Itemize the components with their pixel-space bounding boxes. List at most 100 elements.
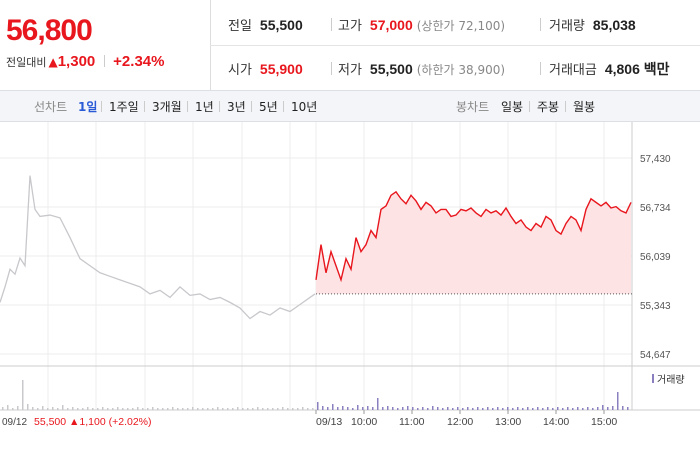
x-tick-label: 15:00 (591, 416, 617, 428)
stat-open: 시가 55,900 (228, 59, 303, 78)
volume-bar (347, 407, 349, 410)
volume-bar (67, 408, 69, 410)
change-value: 1,300 (57, 53, 96, 70)
volume-bar (152, 407, 154, 410)
volume-bar (22, 380, 24, 410)
chart-toolbar: 선차트 1일 1주일 3개월 1년 3년 5년 10년 봉차트 일봉 주봉 월봉 (0, 90, 700, 122)
tab-5year[interactable]: 5년 (259, 100, 278, 114)
tab-1year[interactable]: 1년 (195, 100, 214, 114)
volume-bar (92, 408, 94, 410)
stat-value: 85,038 (592, 17, 636, 33)
volume-bar (602, 405, 604, 410)
stat-sub: (상한가 72,100) (416, 19, 506, 33)
tab-10year[interactable]: 10년 (291, 100, 318, 114)
volume-bar (232, 408, 234, 410)
up-arrow-icon: ▲ (48, 55, 58, 69)
volume-bar (422, 407, 424, 410)
volume-bar (137, 407, 139, 410)
volume-bar (497, 407, 499, 410)
volume-bar (397, 408, 399, 410)
volume-bar (477, 407, 479, 410)
volume-bar (197, 408, 199, 410)
series-area-today (316, 191, 631, 294)
volume-bar (207, 408, 209, 410)
volume-bar (617, 392, 619, 410)
volume-bar (367, 406, 369, 410)
volume-bar (532, 408, 534, 410)
volume-bar (322, 406, 324, 410)
stat-value: 57,000 (369, 17, 413, 33)
volume-bar (357, 405, 359, 410)
quote-summary: 56,800 전일대비 ▲1,300 +2.34% 전일 55,500 고가 57,0… (0, 0, 700, 90)
volume-bar (147, 408, 149, 410)
volume-bar (492, 408, 494, 410)
y-tick-label: 55,343 (640, 301, 671, 312)
volume-bar (222, 408, 224, 410)
stat-label: 고가 (338, 19, 362, 34)
volume-bar (122, 408, 124, 410)
volume-bar (112, 408, 114, 410)
tab-3year[interactable]: 3년 (227, 100, 246, 114)
x-tick-label: 10:00 (351, 416, 377, 428)
volume-bar (282, 407, 284, 410)
volume-bar (12, 408, 14, 410)
tab-1week[interactable]: 1주일 (109, 100, 139, 114)
tab-monthly[interactable]: 월봉 (573, 100, 596, 114)
volume-bar (327, 407, 329, 410)
price-box: 56,800 전일대비 ▲1,300 +2.34% (0, 0, 211, 90)
current-price: 56,800 (6, 14, 93, 47)
volume-bar (577, 407, 579, 410)
stat-label: 전일 (228, 19, 252, 34)
volume-legend-icon (652, 374, 654, 383)
volume-bar (572, 408, 574, 410)
volume-bar (547, 407, 549, 410)
tab-3month[interactable]: 3개월 (152, 100, 182, 114)
volume-bar (187, 408, 189, 410)
volume-bar (167, 408, 169, 410)
x-tick-label: 12:00 (447, 416, 473, 428)
y-tick-label: 54,647 (640, 350, 671, 361)
stat-label: 거래량 (549, 19, 585, 34)
tab-weekly[interactable]: 주봉 (537, 100, 560, 114)
volume-legend-label: 거래량 (657, 374, 685, 386)
volume-bar (182, 408, 184, 410)
volume-bar (557, 407, 559, 410)
tab-daily[interactable]: 일봉 (501, 100, 524, 114)
stat-value: 55,500 (259, 17, 303, 33)
stat-label: 저가 (338, 63, 362, 78)
volume-bar (342, 406, 344, 410)
stat-sub: (하한가 38,900) (416, 63, 506, 77)
volume-bar (47, 408, 49, 410)
volume-bar (117, 407, 119, 410)
volume-bar (582, 408, 584, 410)
volume-bar (612, 406, 614, 410)
x-tick-label: 09/12 (2, 417, 27, 428)
volume-bar (457, 407, 459, 410)
x-tick-label: 13:00 (495, 416, 521, 428)
volume-bar (362, 407, 364, 410)
volume-bar (107, 408, 109, 410)
volume-bar (372, 407, 374, 410)
volume-bar (42, 406, 44, 410)
volume-bar (552, 408, 554, 410)
series-line-prev-day (0, 175, 316, 320)
volume-bar (237, 407, 239, 410)
x-tick-label: 14:00 (543, 416, 569, 428)
stat-value: 55,900 (259, 61, 303, 77)
volume-bar (487, 407, 489, 410)
volume-bar (87, 407, 89, 410)
volume-bar (627, 407, 629, 410)
volume-bar (77, 408, 79, 410)
volume-bar (257, 407, 259, 410)
change-percent: +2.34% (113, 53, 165, 70)
volume-bar (597, 407, 599, 410)
volume-bar (587, 407, 589, 410)
volume-bar (427, 408, 429, 410)
volume-bar (17, 406, 19, 410)
change-label: 전일대비 (6, 56, 47, 69)
volume-bar (592, 408, 594, 410)
tab-1day[interactable]: 1일 (78, 100, 98, 114)
volume-bar (432, 406, 434, 410)
volume-bar (262, 408, 264, 410)
volume-bar (567, 407, 569, 410)
